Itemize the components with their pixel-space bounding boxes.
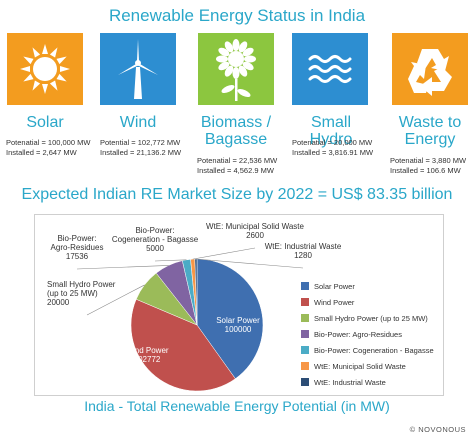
wind-tile <box>100 33 176 105</box>
chart-legend: Solar Power Wind Power Small Hydro Power (… <box>301 278 434 390</box>
wind-stats: Potential = 102,772 MW Installed = 21,13… <box>100 138 181 158</box>
slice-label-6: WtE: Industrial Waste 1280 <box>265 242 342 260</box>
legend-swatch <box>301 282 309 290</box>
legend-swatch <box>301 298 309 306</box>
leader-line-6 <box>195 258 304 269</box>
legend-label: Small Hydro Power (up to 25 MW) <box>314 313 428 323</box>
biomass-stats: Potenatial = 22,536 MW Installed = 4,562… <box>197 156 277 176</box>
water-waves-icon <box>292 33 368 105</box>
small-hydro-tile <box>292 33 368 105</box>
legend-item: WtE: Industrial Waste <box>301 374 434 390</box>
biomass-potential: Potenatial = 22,536 MW <box>197 156 278 165</box>
solar-potential: Potenatial = 100,000 MW <box>6 138 91 147</box>
legend-label: WtE: Municipal Solid Waste <box>314 361 406 371</box>
waste-stats: Potenatial = 3,880 MW Installed = 106.6 … <box>390 156 466 176</box>
slice-label-2: Small Hydro Power (up to 25 MW) 20000 <box>47 280 116 307</box>
wind-turbine-icon <box>100 33 176 105</box>
leader-line-2 <box>86 284 145 316</box>
legend-swatch <box>301 330 309 338</box>
small-hydro-installed: Installed = 3,816.91 MW <box>292 148 374 157</box>
pie-slice-1 <box>130 298 236 392</box>
legend-item: Bio-Power: Agro-Residues <box>301 326 434 342</box>
pie-slice-0 <box>196 258 264 380</box>
small-hydro-stats: Potenatial = 20,000 MW Installed = 3,816… <box>292 138 373 158</box>
solar-installed: Installed = 2,647 MW <box>6 148 77 157</box>
legend-label: Solar Power <box>314 281 355 291</box>
slice-label-0: Solar Power 100000 <box>216 316 260 334</box>
recycle-icon <box>392 33 468 105</box>
small-hydro-label: Small Hydro <box>309 114 353 148</box>
legend-item: Bio-Power: Cogeneration - Bagasse <box>301 342 434 358</box>
leader-line-5 <box>192 247 256 260</box>
legend-swatch <box>301 362 309 370</box>
biomass-installed: Installed = 4,562.9 MW <box>197 166 274 175</box>
leader-line-3 <box>76 265 169 270</box>
slice-label-3: Bio-Power: Agro-Residues 17536 <box>51 234 104 261</box>
small-hydro-potential: Potenatial = 20,000 MW <box>292 138 373 147</box>
legend-item: Solar Power <box>301 278 434 294</box>
biomass-label: Biomass / Bagasse <box>200 114 272 148</box>
waste-label: Waste to Energy <box>398 114 462 148</box>
sun-icon <box>7 33 83 105</box>
copyright: © NOVONOUS <box>409 425 466 434</box>
wind-installed: Installed = 21,136.2 MW <box>100 148 182 157</box>
slice-label-1: Wind Power 102772 <box>125 346 168 364</box>
legend-swatch <box>301 314 309 322</box>
pie-chart: Solar Power 100000 Wind Power 102772 Small H… <box>47 222 342 392</box>
waste-potential: Potenatial = 3,880 MW <box>390 156 467 165</box>
slice-label-5: WtE: Municipal Solid Waste 2600 <box>206 222 305 240</box>
biomass-tile <box>198 33 274 105</box>
legend-label: Bio-Power: Cogeneration - Bagasse <box>314 345 434 355</box>
slice-label-4: Bio-Power: Cogeneration - Bagasse 5000 <box>112 226 199 253</box>
waste-tile <box>392 33 468 105</box>
pie-chart-panel: Solar Power 100000 Wind Power 102772 Small H… <box>34 214 444 396</box>
wind-label: Wind <box>119 114 157 131</box>
legend-label: WtE: Industrial Waste <box>314 377 386 387</box>
legend-item: Wind Power <box>301 294 434 310</box>
solar-label: Solar <box>26 114 64 131</box>
solar-tile <box>7 33 83 105</box>
solar-stats: Potenatial = 100,000 MW Installed = 2,64… <box>6 138 90 158</box>
sunflower-icon <box>198 33 274 105</box>
legend-item: Small Hydro Power (up to 25 MW) <box>301 310 434 326</box>
legend-item: WtE: Municipal Solid Waste <box>301 358 434 374</box>
market-size-title: Expected Indian RE Market Size by 2022 =… <box>21 186 453 203</box>
page-title: Renewable Energy Status in India <box>108 6 366 25</box>
legend-swatch <box>301 346 309 354</box>
wind-potential: Potential = 102,772 MW <box>100 138 181 147</box>
chart-title: India - Total Renewable Energy Potential… <box>84 398 390 414</box>
waste-installed: Installed = 106.6 MW <box>390 166 461 175</box>
legend-label: Wind Power <box>314 297 355 307</box>
legend-label: Bio-Power: Agro-Residues <box>314 329 402 339</box>
leader-line-4 <box>154 259 187 262</box>
legend-swatch <box>301 378 309 386</box>
